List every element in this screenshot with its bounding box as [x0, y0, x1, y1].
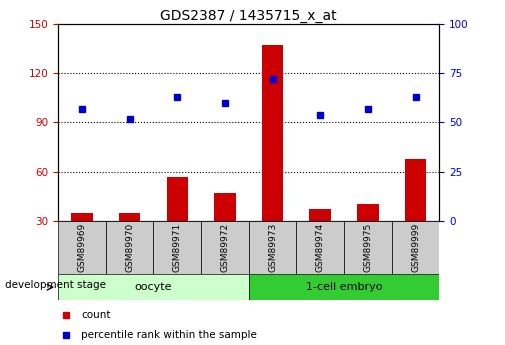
Text: GSM89975: GSM89975 — [364, 223, 372, 272]
Text: count: count — [81, 310, 111, 320]
Text: GSM89972: GSM89972 — [220, 223, 229, 272]
Bar — [405, 159, 426, 221]
Bar — [214, 193, 236, 221]
Text: percentile rank within the sample: percentile rank within the sample — [81, 330, 257, 339]
Text: GSM89999: GSM89999 — [411, 223, 420, 272]
Text: GSM89969: GSM89969 — [77, 223, 86, 272]
Bar — [310, 209, 331, 221]
Bar — [119, 213, 140, 221]
Bar — [262, 46, 283, 221]
Bar — [106, 221, 154, 274]
Title: GDS2387 / 1435715_x_at: GDS2387 / 1435715_x_at — [161, 9, 337, 23]
Text: development stage: development stage — [5, 280, 106, 290]
Bar — [58, 221, 106, 274]
Text: oocyte: oocyte — [135, 282, 172, 292]
Bar — [249, 274, 439, 300]
Text: 1-cell embryo: 1-cell embryo — [306, 282, 382, 292]
Bar — [71, 213, 92, 221]
Text: GSM89971: GSM89971 — [173, 223, 182, 272]
Text: GSM89973: GSM89973 — [268, 223, 277, 272]
Bar — [392, 221, 439, 274]
Text: GSM89974: GSM89974 — [316, 223, 325, 272]
Bar — [249, 221, 296, 274]
Bar — [154, 221, 201, 274]
Bar — [296, 221, 344, 274]
Bar — [58, 274, 249, 300]
Bar — [201, 221, 249, 274]
Bar — [357, 204, 379, 221]
Bar — [344, 221, 392, 274]
Text: GSM89970: GSM89970 — [125, 223, 134, 272]
Bar — [167, 177, 188, 221]
